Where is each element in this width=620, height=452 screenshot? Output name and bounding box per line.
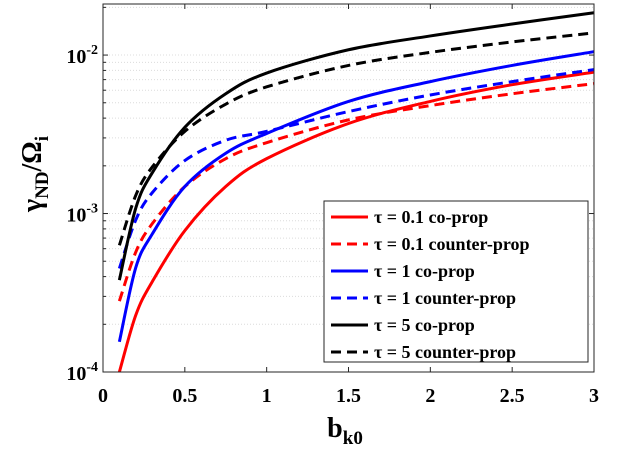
x-tick-label: 3 xyxy=(589,385,599,407)
x-axis-label-main: b xyxy=(327,413,343,444)
y-tick-label: 10-4 xyxy=(66,360,98,385)
y-axis-label-subscript: ND xyxy=(32,171,53,198)
x-tick-label: 0 xyxy=(98,385,108,407)
y-axis-label: γND/Ωi xyxy=(17,136,53,213)
legend-label-4: τ = 5 co-prop xyxy=(374,315,475,335)
y-axis-label-subscript-2: i xyxy=(32,136,53,141)
legend: τ = 0.1 co-prop τ = 0.1 counter-prop τ = 1… xyxy=(323,200,589,363)
y-tick-label: 10-2 xyxy=(66,43,98,68)
legend-label-1: τ = 0.1 counter-prop xyxy=(374,234,530,254)
series-line-3 xyxy=(117,68,595,269)
series-line-4 xyxy=(117,11,595,281)
y-axis-label-middle: /Ω xyxy=(17,141,48,172)
y-axis-label-main: γ xyxy=(17,199,48,213)
series-line-0 xyxy=(117,70,595,373)
series-lines xyxy=(117,11,595,373)
x-tick-label: 1.5 xyxy=(336,385,361,407)
x-tick-label: 2 xyxy=(425,385,435,407)
series-line-1 xyxy=(117,82,595,302)
legend-entries: τ = 0.1 co-prop τ = 0.1 counter-prop τ = 1… xyxy=(331,207,530,362)
axis-ticks: 0 0.5 1 1.5 2 2.5 3 10-4 10-3 10-2 xyxy=(66,4,599,407)
legend-label-2: τ = 1 co-prop xyxy=(374,261,475,281)
series-line-5 xyxy=(117,31,595,246)
legend-label-3: τ = 1 counter-prop xyxy=(374,288,516,308)
x-tick-label: 0.5 xyxy=(172,385,197,407)
legend-box xyxy=(323,200,589,363)
legend-label-0: τ = 0.1 co-prop xyxy=(374,207,488,227)
x-axis-label-subscript: k0 xyxy=(343,428,363,449)
x-axis-label: bk0 xyxy=(327,413,363,449)
series-line-2 xyxy=(117,50,595,343)
y-tick-label: 10-3 xyxy=(66,202,98,227)
legend-label-5: τ = 5 counter-prop xyxy=(374,342,516,362)
x-tick-label: 1 xyxy=(262,385,272,407)
x-tick-label: 2.5 xyxy=(500,385,525,407)
